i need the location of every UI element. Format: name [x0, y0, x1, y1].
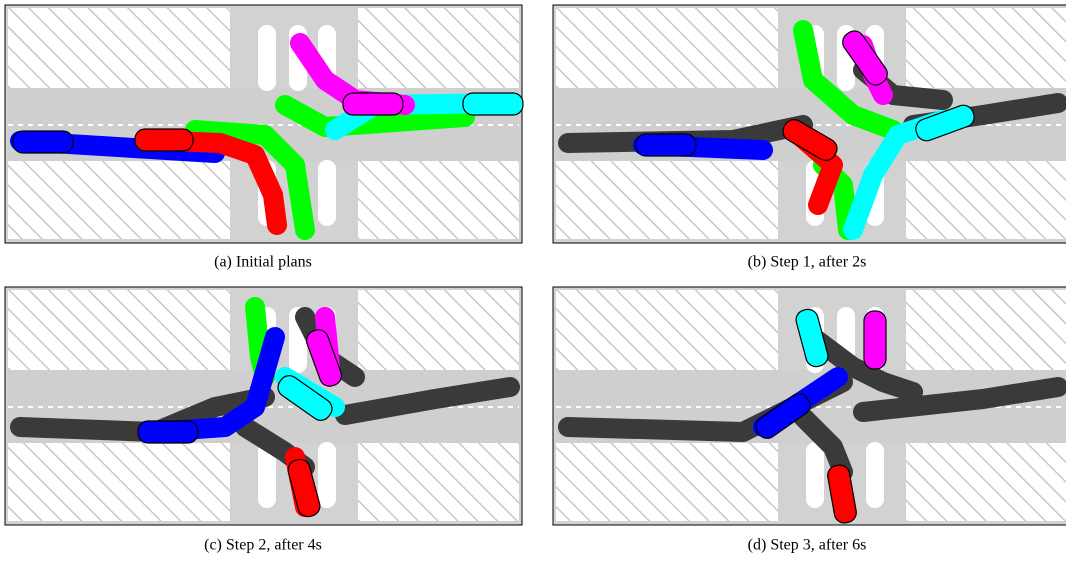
caption: (c) Step 2, after 4s [204, 537, 322, 554]
caption: (b) Step 1, after 2s [748, 254, 867, 271]
panel-b [553, 5, 1066, 243]
panel-d [553, 287, 1066, 525]
panel-c [5, 287, 522, 525]
figure: (a) Initial plans (b) Step 1, after 2s (… [0, 0, 1066, 574]
panel-a [5, 5, 523, 243]
caption: (d) Step 3, after 6s [748, 537, 867, 554]
caption: (a) Initial plans [214, 254, 312, 271]
